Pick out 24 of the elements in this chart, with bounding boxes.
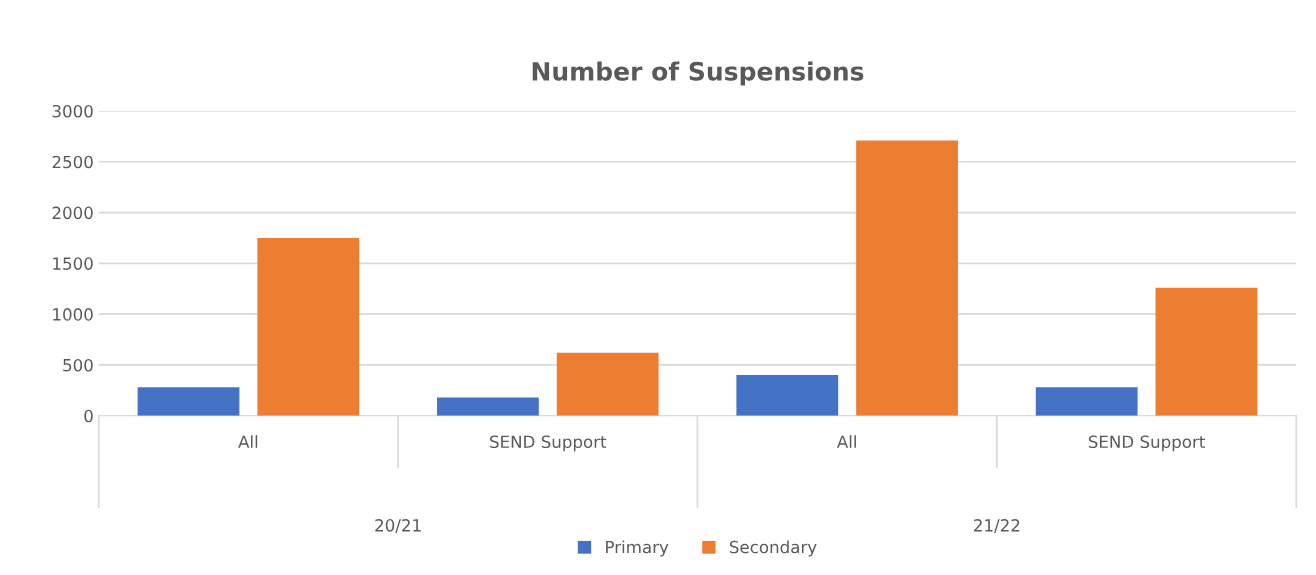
bar [257, 237, 360, 416]
y-tick-label: 3000 [52, 104, 93, 118]
y-tick-label: 1000 [53, 308, 93, 321]
legend-label: Secondary [729, 540, 817, 557]
x-tick-label: SEND Support [490, 435, 607, 452]
bar [137, 387, 240, 416]
bar [437, 397, 539, 416]
text: 21/22 [974, 519, 1020, 533]
y-tick-label: 500 [63, 358, 93, 372]
text: 20/21 [375, 519, 421, 533]
x-tick-label: SEND Support [1088, 435, 1205, 452]
bar [736, 375, 839, 416]
chart-title: Number of Suspensions [532, 61, 864, 86]
bar [556, 352, 659, 416]
x-tick-label: All [238, 435, 258, 448]
legend-label: Primary [606, 540, 669, 557]
bar [1035, 387, 1138, 416]
x-tick-label: All [836, 435, 856, 448]
y-tick-label: 2500 [52, 155, 93, 169]
y-tick-label: 0 [84, 409, 93, 423]
bar [1155, 287, 1258, 416]
y-tick-label: 1500 [53, 257, 93, 270]
y-tick-label: 2000 [52, 206, 93, 220]
bar [856, 140, 958, 416]
